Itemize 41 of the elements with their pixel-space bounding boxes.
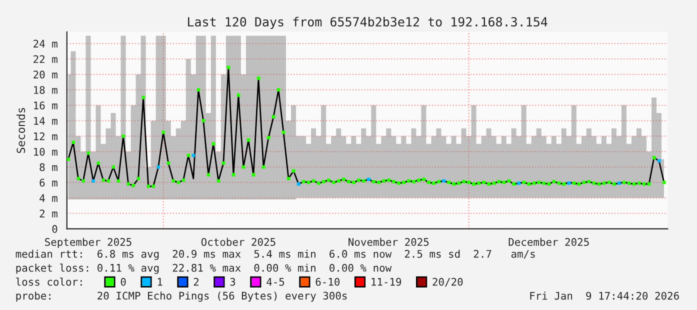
y-tick-label: 22 m [34,55,58,63]
y-tick-label: 4 m [40,194,58,202]
y-tick-label: 14 m [34,117,58,125]
y-tick-label: 2 m [40,210,58,218]
text: packet loss: 0.11 % avg 22.81 % max 0.00 % min 0.00 % now [16,264,392,274]
x-tick-label: September 2025 [45,238,132,248]
x-tick-label: November 2025 [348,238,429,246]
legend-label: 6-10 [316,278,340,286]
point [657,159,661,163]
y-tick-label: 18 m [34,86,58,94]
y-axis-title: Seconds [16,108,26,154]
legend-label: 0 [120,278,126,286]
y-tick-label: 16 m [34,102,58,110]
point [92,179,95,183]
text: Fri Jan 9 17:44:20 2026 [530,292,679,300]
text: median rtt: 6.8 ms avg 20.9 ms max 5.4 ms min 6.0 ms now 2.5 ms sd 2.7 am/s [16,250,535,260]
point [192,154,196,158]
point [617,182,621,185]
legend-label: 4-5 [266,278,284,286]
point [567,182,571,185]
point [517,182,521,185]
y-tick-label: 8 m [40,163,58,172]
y-tick-label: 24 m [34,40,58,48]
chart-title: Last 120 Days from 65574b2b3e12 to 192.168.3.154 [188,16,548,29]
x-tick-label: December 2025 [508,238,589,246]
point [156,165,160,169]
text: probe: 20 ICMP Echo Pings (56 Bytes) every 300s [16,292,347,302]
point [442,179,446,183]
legend-title: loss color: [16,278,82,286]
y-tick-label: 0 [52,225,58,233]
legend-label: 20/20 [432,278,463,287]
legend-label: 2 [194,278,199,286]
y-tick-label: 20 m [34,70,58,79]
legend-label: 1 [158,278,162,286]
x-tick-label: October 2025 [201,238,276,246]
y-tick-label: 12 m [34,132,58,140]
y-tick-label: 10 m [34,148,58,156]
point [366,178,370,182]
y-tick-label: 6 m [40,178,58,187]
legend-label: 3 [230,278,236,286]
legend-label: 11-19 [372,278,402,286]
